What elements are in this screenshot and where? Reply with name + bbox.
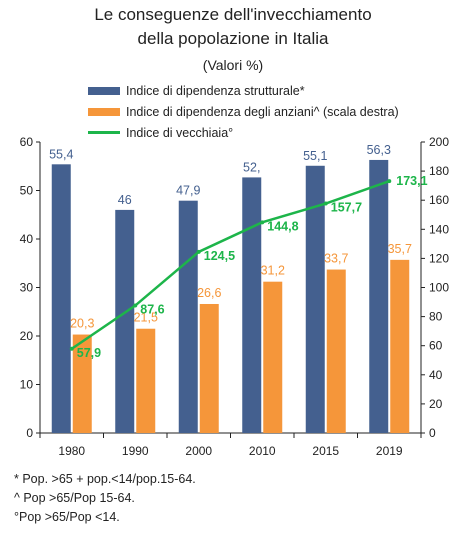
- point-ageing-index: [69, 346, 74, 351]
- bar-elderly: [72, 334, 92, 433]
- data-label-elderly: 31,2: [261, 264, 285, 278]
- legend-swatch-orange: [88, 107, 120, 116]
- y-right-tick-label: 120: [429, 251, 449, 265]
- y-left-tick-label: 50: [20, 184, 34, 198]
- point-ageing-index: [260, 220, 265, 225]
- data-label-elderly: 26,6: [197, 286, 221, 300]
- y-right-tick-label: 140: [429, 222, 449, 236]
- y-left-tick-label: 30: [20, 281, 34, 295]
- bar-elderly: [263, 281, 283, 433]
- data-label-structural: 55,4: [49, 147, 73, 161]
- data-label-structural: 55,1: [303, 149, 327, 163]
- data-label-elderly: 21,5: [134, 311, 158, 325]
- x-tick-label: 1990: [122, 444, 149, 458]
- data-label-structural: 52,: [243, 160, 260, 174]
- bar-structural: [115, 209, 135, 433]
- bar-elderly: [136, 328, 156, 433]
- line-ageing-index: [71, 179, 390, 350]
- chart-plot: 0 10 20 30 40 50 60 0 20 40 60 80 100 120 140 160 180 200…: [20, 135, 450, 458]
- legend-item-structural: Indice di dipendenza strutturale*: [88, 80, 399, 101]
- footnotes: * Pop. >65 + pop.<14/pop.15-64. ^ Pop >6…: [14, 470, 196, 527]
- legend-swatch-blue: [88, 86, 120, 95]
- x-tick-label: 1980: [58, 444, 85, 458]
- legend-label-ageing: Indice di vecchiaia°: [126, 125, 234, 140]
- y-left-tick-label: 40: [20, 232, 34, 246]
- data-label-elderly: 33,7: [324, 252, 348, 266]
- bar-elderly: [326, 269, 346, 433]
- point-ageing-index: [323, 201, 328, 206]
- chart-title-line-1: Le conseguenze dell'invecchiamento: [94, 5, 372, 24]
- y-right-tick-label: 20: [429, 397, 443, 411]
- bar-structural: [51, 164, 71, 433]
- data-label-ageing-index: 144,8: [267, 219, 298, 233]
- chart-legend: Indice di dipendenza strutturale* Indice…: [88, 80, 399, 143]
- data-label-ageing-index: 173,1: [396, 174, 427, 188]
- y-right-tick-label: 0: [429, 426, 436, 440]
- y-left-tick-label: 10: [20, 378, 34, 392]
- bar-structural: [242, 177, 262, 433]
- x-tick-label: 2010: [249, 444, 276, 458]
- footnote-1: * Pop. >65 + pop.<14/pop.15-64.: [14, 472, 196, 486]
- footnote-3: °Pop >65/Pop <14.: [14, 510, 120, 524]
- data-label-ageing-index: 157,7: [331, 201, 362, 215]
- y-right-tick-label: 160: [429, 193, 449, 207]
- legend-swatch-green-line: [88, 131, 120, 134]
- legend-item-ageing: Indice di vecchiaia°: [88, 122, 399, 143]
- y-left-tick-label: 20: [20, 329, 34, 343]
- x-tick-label: 2015: [312, 444, 339, 458]
- chart-title-line-2: della popolazione in Italia: [137, 29, 329, 48]
- y-right-tick-label: 100: [429, 281, 449, 295]
- data-label-structural: 47,9: [176, 184, 200, 198]
- y-right-tick-label: 60: [429, 339, 443, 353]
- point-ageing-index: [133, 303, 138, 308]
- bar-structural: [369, 159, 389, 433]
- legend-label-elderly: Indice di dipendenza degli anziani^ (sca…: [126, 104, 399, 119]
- footnote-2: ^ Pop >65/Pop 15-64.: [14, 491, 135, 505]
- y-right-tick-label: 80: [429, 310, 443, 324]
- y-right-tick-label: 200: [429, 135, 449, 149]
- data-label-ageing-index: 57,9: [77, 346, 101, 360]
- y-right-tick-label: 180: [429, 164, 449, 178]
- bar-elderly: [390, 259, 410, 433]
- y-left-tick-label: 0: [26, 426, 33, 440]
- bar-structural: [305, 165, 325, 433]
- y-right-tick-label: 40: [429, 368, 443, 382]
- data-label-structural: 46: [118, 193, 132, 207]
- legend-item-elderly: Indice di dipendenza degli anziani^ (sca…: [88, 101, 399, 122]
- point-ageing-index: [196, 249, 201, 254]
- bar-structural: [178, 200, 198, 433]
- x-tick-label: 2000: [185, 444, 212, 458]
- point-ageing-index: [387, 179, 392, 184]
- y-left-tick-label: 60: [20, 135, 34, 149]
- data-label-elderly: 20,3: [70, 317, 94, 331]
- data-label-ageing-index: 124,5: [204, 249, 235, 263]
- chart-subtitle: (Valori %): [202, 57, 264, 73]
- x-tick-label: 2019: [376, 444, 403, 458]
- legend-label-structural: Indice di dipendenza strutturale*: [126, 83, 305, 98]
- data-label-structural: 56,3: [367, 143, 391, 157]
- data-label-ageing-index: 87,6: [140, 303, 164, 317]
- data-label-elderly: 35,7: [388, 242, 412, 256]
- bar-elderly: [199, 303, 219, 433]
